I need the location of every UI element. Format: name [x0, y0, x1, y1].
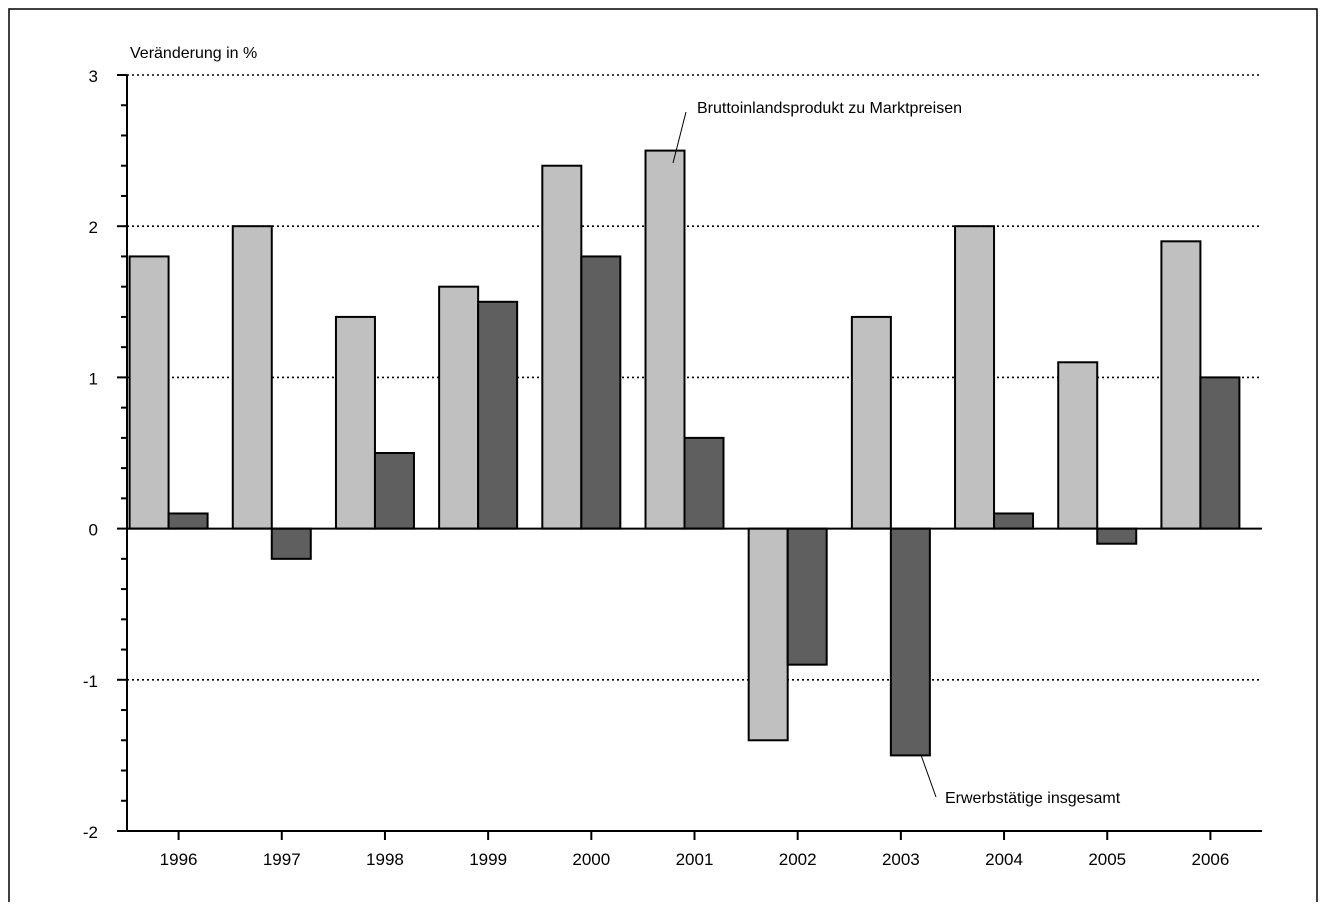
x-tick-label: 2005: [1088, 850, 1126, 869]
x-tick-label: 2000: [572, 850, 610, 869]
bar-gdp: [1160, 240, 1202, 530]
bar-gdp: [541, 164, 583, 530]
bar-employment: [1199, 376, 1241, 530]
y-tick-label: -2: [83, 823, 98, 842]
y-axis-title: Veränderung in %: [130, 45, 257, 62]
y-tick-label: -1: [83, 672, 98, 691]
bar-gdp: [1057, 361, 1099, 530]
bar-gdp: [954, 225, 996, 530]
bar-gdp: [334, 315, 376, 530]
y-tick-label: 3: [89, 67, 98, 86]
x-tick-label: 2002: [779, 850, 817, 869]
annotation-gdp: Bruttoinlandsprodukt zu Marktpreisen: [697, 100, 962, 117]
annotation-leader-gdp: [672, 111, 687, 164]
bar-gdp: [644, 149, 686, 530]
x-tick-label: 2003: [882, 850, 920, 869]
bar-employment: [786, 527, 828, 666]
bar-employment: [270, 527, 312, 560]
bar-employment: [1096, 527, 1138, 545]
x-tick-label: 1996: [160, 850, 198, 869]
bar-employment: [373, 452, 415, 530]
labels: Veränderung in % Bruttoinlandsprodukt zu…: [130, 45, 1121, 807]
bars: [128, 149, 1241, 757]
bar-employment: [683, 436, 725, 530]
annotation-leader-employment: [920, 754, 937, 798]
bar-gdp: [438, 285, 480, 530]
bar-gdp: [747, 527, 789, 742]
y-tick-label: 2: [89, 218, 98, 237]
x-tick-label: 2004: [985, 850, 1023, 869]
bar-employment: [580, 255, 622, 530]
x-tick-label: 2001: [676, 850, 714, 869]
x-tick-label: 2006: [1191, 850, 1229, 869]
y-tick-label: 1: [89, 369, 98, 388]
x-tick-label: 1999: [469, 850, 507, 869]
bar-employment: [993, 512, 1035, 530]
x-tick-label: 1997: [263, 850, 301, 869]
bar-employment: [889, 527, 931, 757]
axes: 3 2 1 0 -1 -2 1996 1997 1998 1999 2000 2001 2002 2003…: [83, 67, 1262, 869]
x-tick-label: 1998: [366, 850, 404, 869]
y-tick-label: 0: [89, 521, 98, 540]
bar-gdp: [850, 315, 892, 530]
bar-gdp: [231, 225, 273, 530]
bar-employment: [477, 300, 519, 530]
bar-gdp: [128, 255, 170, 530]
bar-employment: [167, 512, 209, 530]
annotation-employment: Erwerbstätige insgesamt: [945, 790, 1121, 807]
